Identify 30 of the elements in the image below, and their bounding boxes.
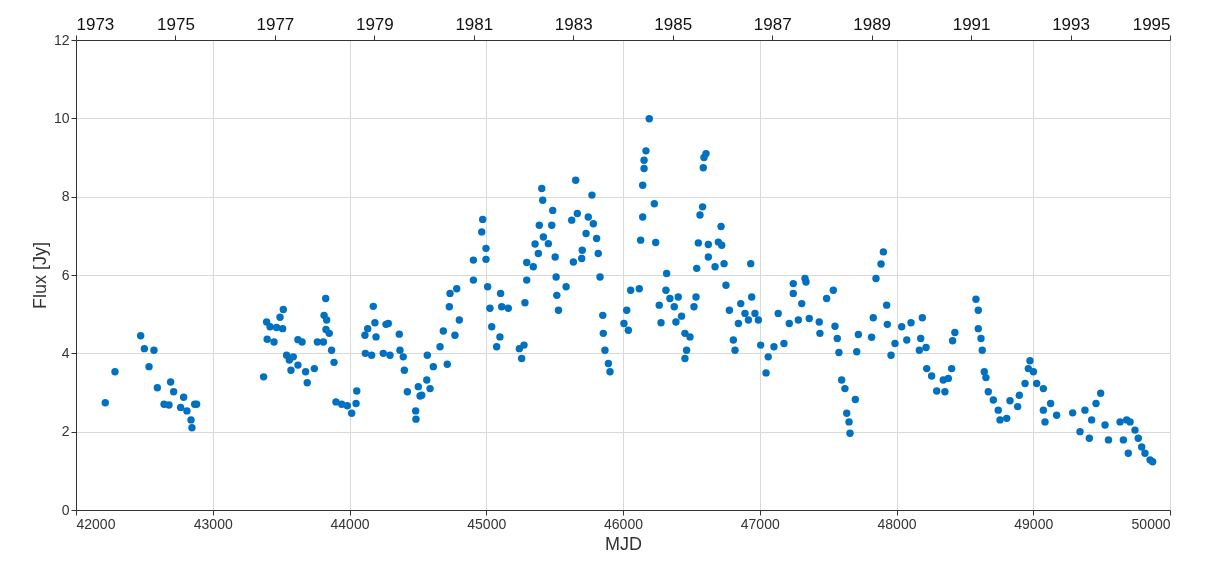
y-tick-label: 4: [61, 344, 70, 361]
x2-tick-label: 1985: [654, 14, 693, 34]
y-tick-label: 2: [61, 423, 70, 440]
x2-tick-label: 1973: [76, 14, 115, 34]
x2-tick-label: 1983: [554, 14, 593, 34]
y-axis-title: Flux [Jy]: [29, 241, 50, 310]
x-tick-label: 45000: [467, 515, 507, 532]
x2-tick-label: 1981: [455, 14, 494, 34]
x-tick-label: 44000: [330, 515, 370, 532]
x2-tick-label: 1989: [853, 14, 892, 34]
x-tick-label: 49000: [1014, 515, 1054, 532]
x-tick-label: 42000: [76, 515, 116, 532]
x2-tick-label: 1993: [1052, 14, 1090, 34]
y-tick-label: 6: [61, 266, 70, 283]
y-tick-label: 10: [53, 109, 70, 126]
y-tick-label: 12: [53, 31, 70, 48]
x-tick-label: 46000: [604, 515, 644, 532]
x2-tick-label: 1995: [1132, 14, 1171, 34]
y-tick-label: 0: [61, 501, 70, 518]
x2-tick-label: 1977: [256, 14, 295, 34]
x-tick-label: 48000: [877, 515, 917, 532]
x-axis-title: MJD: [605, 533, 642, 554]
x-tick-label: 43000: [193, 515, 233, 532]
x-tick-label: 47000: [740, 515, 780, 532]
y-tick-label: 8: [61, 188, 70, 205]
x2-tick-label: 1979: [355, 14, 394, 34]
x2-tick-label: 1987: [753, 14, 792, 34]
x2-tick-label: 1991: [952, 14, 991, 34]
x-tick-label: 50000: [1131, 515, 1171, 532]
x2-tick-label: 1975: [157, 14, 195, 34]
